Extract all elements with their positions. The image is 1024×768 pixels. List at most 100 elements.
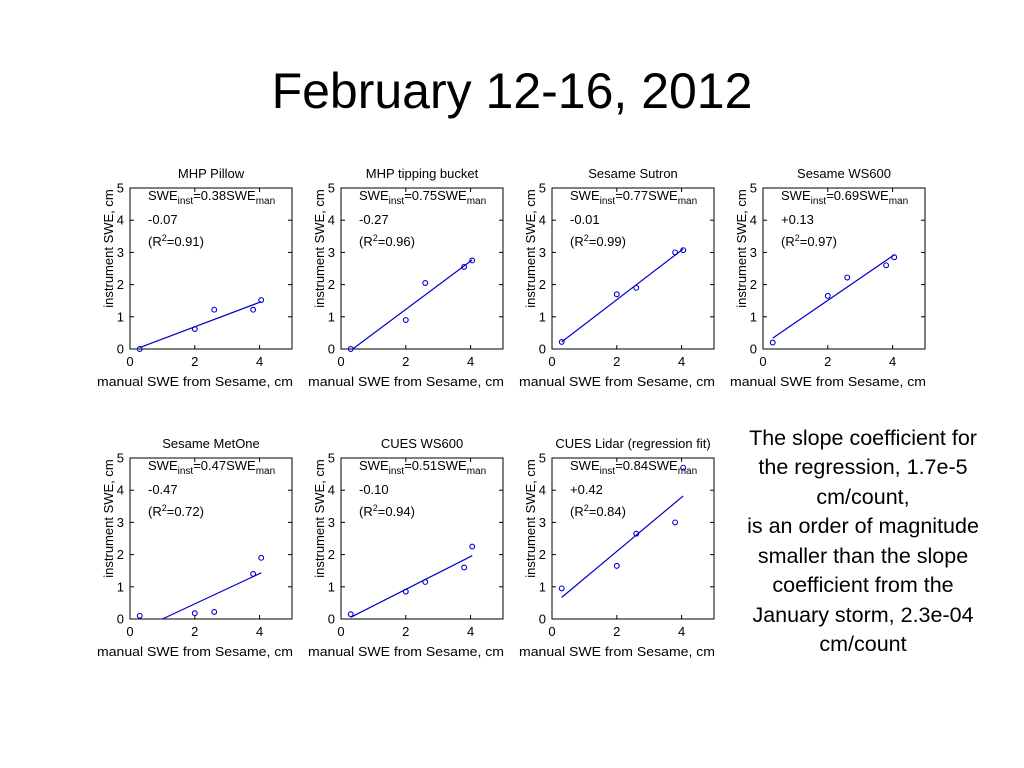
data-point [680,247,687,254]
plot-frame [129,187,293,350]
y-tick-label: 3 [328,515,335,530]
data-point [422,579,429,585]
data-point [136,612,143,619]
plot-frame [551,187,715,350]
y-axis-label: instrument SWE, cm [101,459,116,577]
x-axis-label: manual SWE from Sesame, cm [97,374,293,389]
y-tick-label: 1 [750,309,757,324]
fit-r-squared: (R2=0.84) [570,503,626,519]
y-tick-label: 4 [750,213,757,228]
fit-equation: SWEinst=0.51SWEman [359,458,486,477]
x-tick-label: 0 [337,354,344,369]
x-tick-label: 4 [889,354,896,369]
x-axis-label: manual SWE from Sesame, cm [730,374,926,389]
x-axis-label: manual SWE from Sesame, cm [519,644,715,659]
fit-equation: SWEinst=0.77SWEman [570,188,697,207]
y-tick-label: 1 [328,579,335,594]
r2-superscript: 2 [373,233,378,243]
fit-equation: SWEinst=0.38SWEman [148,188,275,207]
fit-eq-sub-inst: inst [811,196,827,207]
chart-sesame-metone: Sesame MetOne 0 1 2 3 4 5 0 2 4 manual SWE from Se… [97,430,316,670]
chart-title: Sesame WS600 [797,166,891,181]
data-point [402,588,409,595]
fit-eq-swe: SWE [781,188,811,203]
y-tick-label: 0 [328,612,335,627]
fit-r-squared: (R2=0.72) [148,503,204,519]
x-tick-label: 4 [256,624,263,639]
data-point [891,254,898,261]
y-tick-label: 2 [117,277,124,292]
data-point [672,249,679,256]
note-line: the regression, 1.7e-5 [758,455,968,480]
fit-eq-sub-man: man [678,466,697,477]
note-line: cm/count, [816,484,910,509]
fit-eq-sub-man: man [889,196,908,207]
data-point [633,284,640,291]
fit-equation: SWEinst=0.47SWEman [148,458,275,477]
y-tick-label: 0 [117,612,124,627]
r2-prefix: (R [570,504,584,519]
fit-intercept: +0.13 [781,212,814,227]
fit-eq-sub-man: man [467,466,486,477]
y-tick-label: 0 [539,342,546,357]
x-tick-label: 0 [126,624,133,639]
plot-frame [762,187,926,350]
fit-eq-slope: =0.38SWE [193,188,256,203]
plot-frame [551,457,715,620]
y-tick-label: 3 [539,245,546,260]
y-tick-label: 2 [539,547,546,562]
fit-eq-swe: SWE [359,188,389,203]
data-point [461,263,468,270]
x-tick-label: 0 [337,624,344,639]
r2-value: =0.96) [378,234,415,249]
y-tick-label: 1 [539,579,546,594]
regression-line [352,259,473,350]
note-line: January storm, 2.3e-04 [752,602,974,627]
chart-svg: Sesame Sutron 0 1 2 3 4 5 0 2 4 manual SWE from Se… [519,166,715,389]
chart-cues-ws600: CUES WS600 0 1 2 3 4 5 0 2 4 manual SWE from Sesam… [308,430,527,670]
y-tick-label: 5 [117,181,124,196]
data-point [613,562,620,569]
y-tick-label: 5 [328,451,335,466]
data-point [883,262,890,269]
fit-eq-slope: =0.47SWE [193,458,256,473]
r2-superscript: 2 [162,233,167,243]
fit-eq-slope: =0.51SWE [404,458,467,473]
r2-superscript: 2 [795,233,800,243]
plot-frame [340,187,504,350]
note-line: coefficient from the [772,573,954,598]
y-tick-label: 2 [117,547,124,562]
x-tick-label: 2 [824,354,831,369]
fit-eq-slope: =0.84SWE [615,458,678,473]
y-tick-label: 4 [539,483,546,498]
data-point [672,519,679,526]
r2-prefix: (R [570,234,584,249]
y-tick-label: 2 [539,277,546,292]
fit-eq-swe: SWE [359,458,389,473]
regression-line [561,248,684,343]
plot-frame [340,457,504,620]
data-point [136,346,143,352]
x-tick-label: 0 [548,624,555,639]
x-tick-label: 2 [191,624,198,639]
fit-eq-sub-inst: inst [178,196,194,207]
note-line: The slope coefficient for [749,426,977,450]
y-axis-label: instrument SWE, cm [734,189,749,307]
x-tick-label: 2 [613,354,620,369]
fit-intercept: -0.10 [359,482,389,497]
chart-cues-lidar: CUES Lidar (regression fit) 0 1 2 3 4 5 0 2 4 manu… [519,430,738,670]
fit-eq-slope: =0.69SWE [826,188,889,203]
fit-intercept: -0.07 [148,212,178,227]
fit-r-squared: (R2=0.91) [148,233,204,249]
y-tick-label: 2 [328,277,335,292]
y-tick-label: 5 [117,451,124,466]
r2-superscript: 2 [584,233,589,243]
chart-title: Sesame MetOne [162,436,260,451]
plot-frame [129,457,293,620]
x-tick-label: 2 [402,354,409,369]
r2-prefix: (R [359,504,373,519]
fit-eq-sub-man: man [256,196,275,207]
y-tick-label: 3 [750,245,757,260]
data-point [250,306,257,313]
fit-equation: SWEinst=0.69SWEman [781,188,908,207]
